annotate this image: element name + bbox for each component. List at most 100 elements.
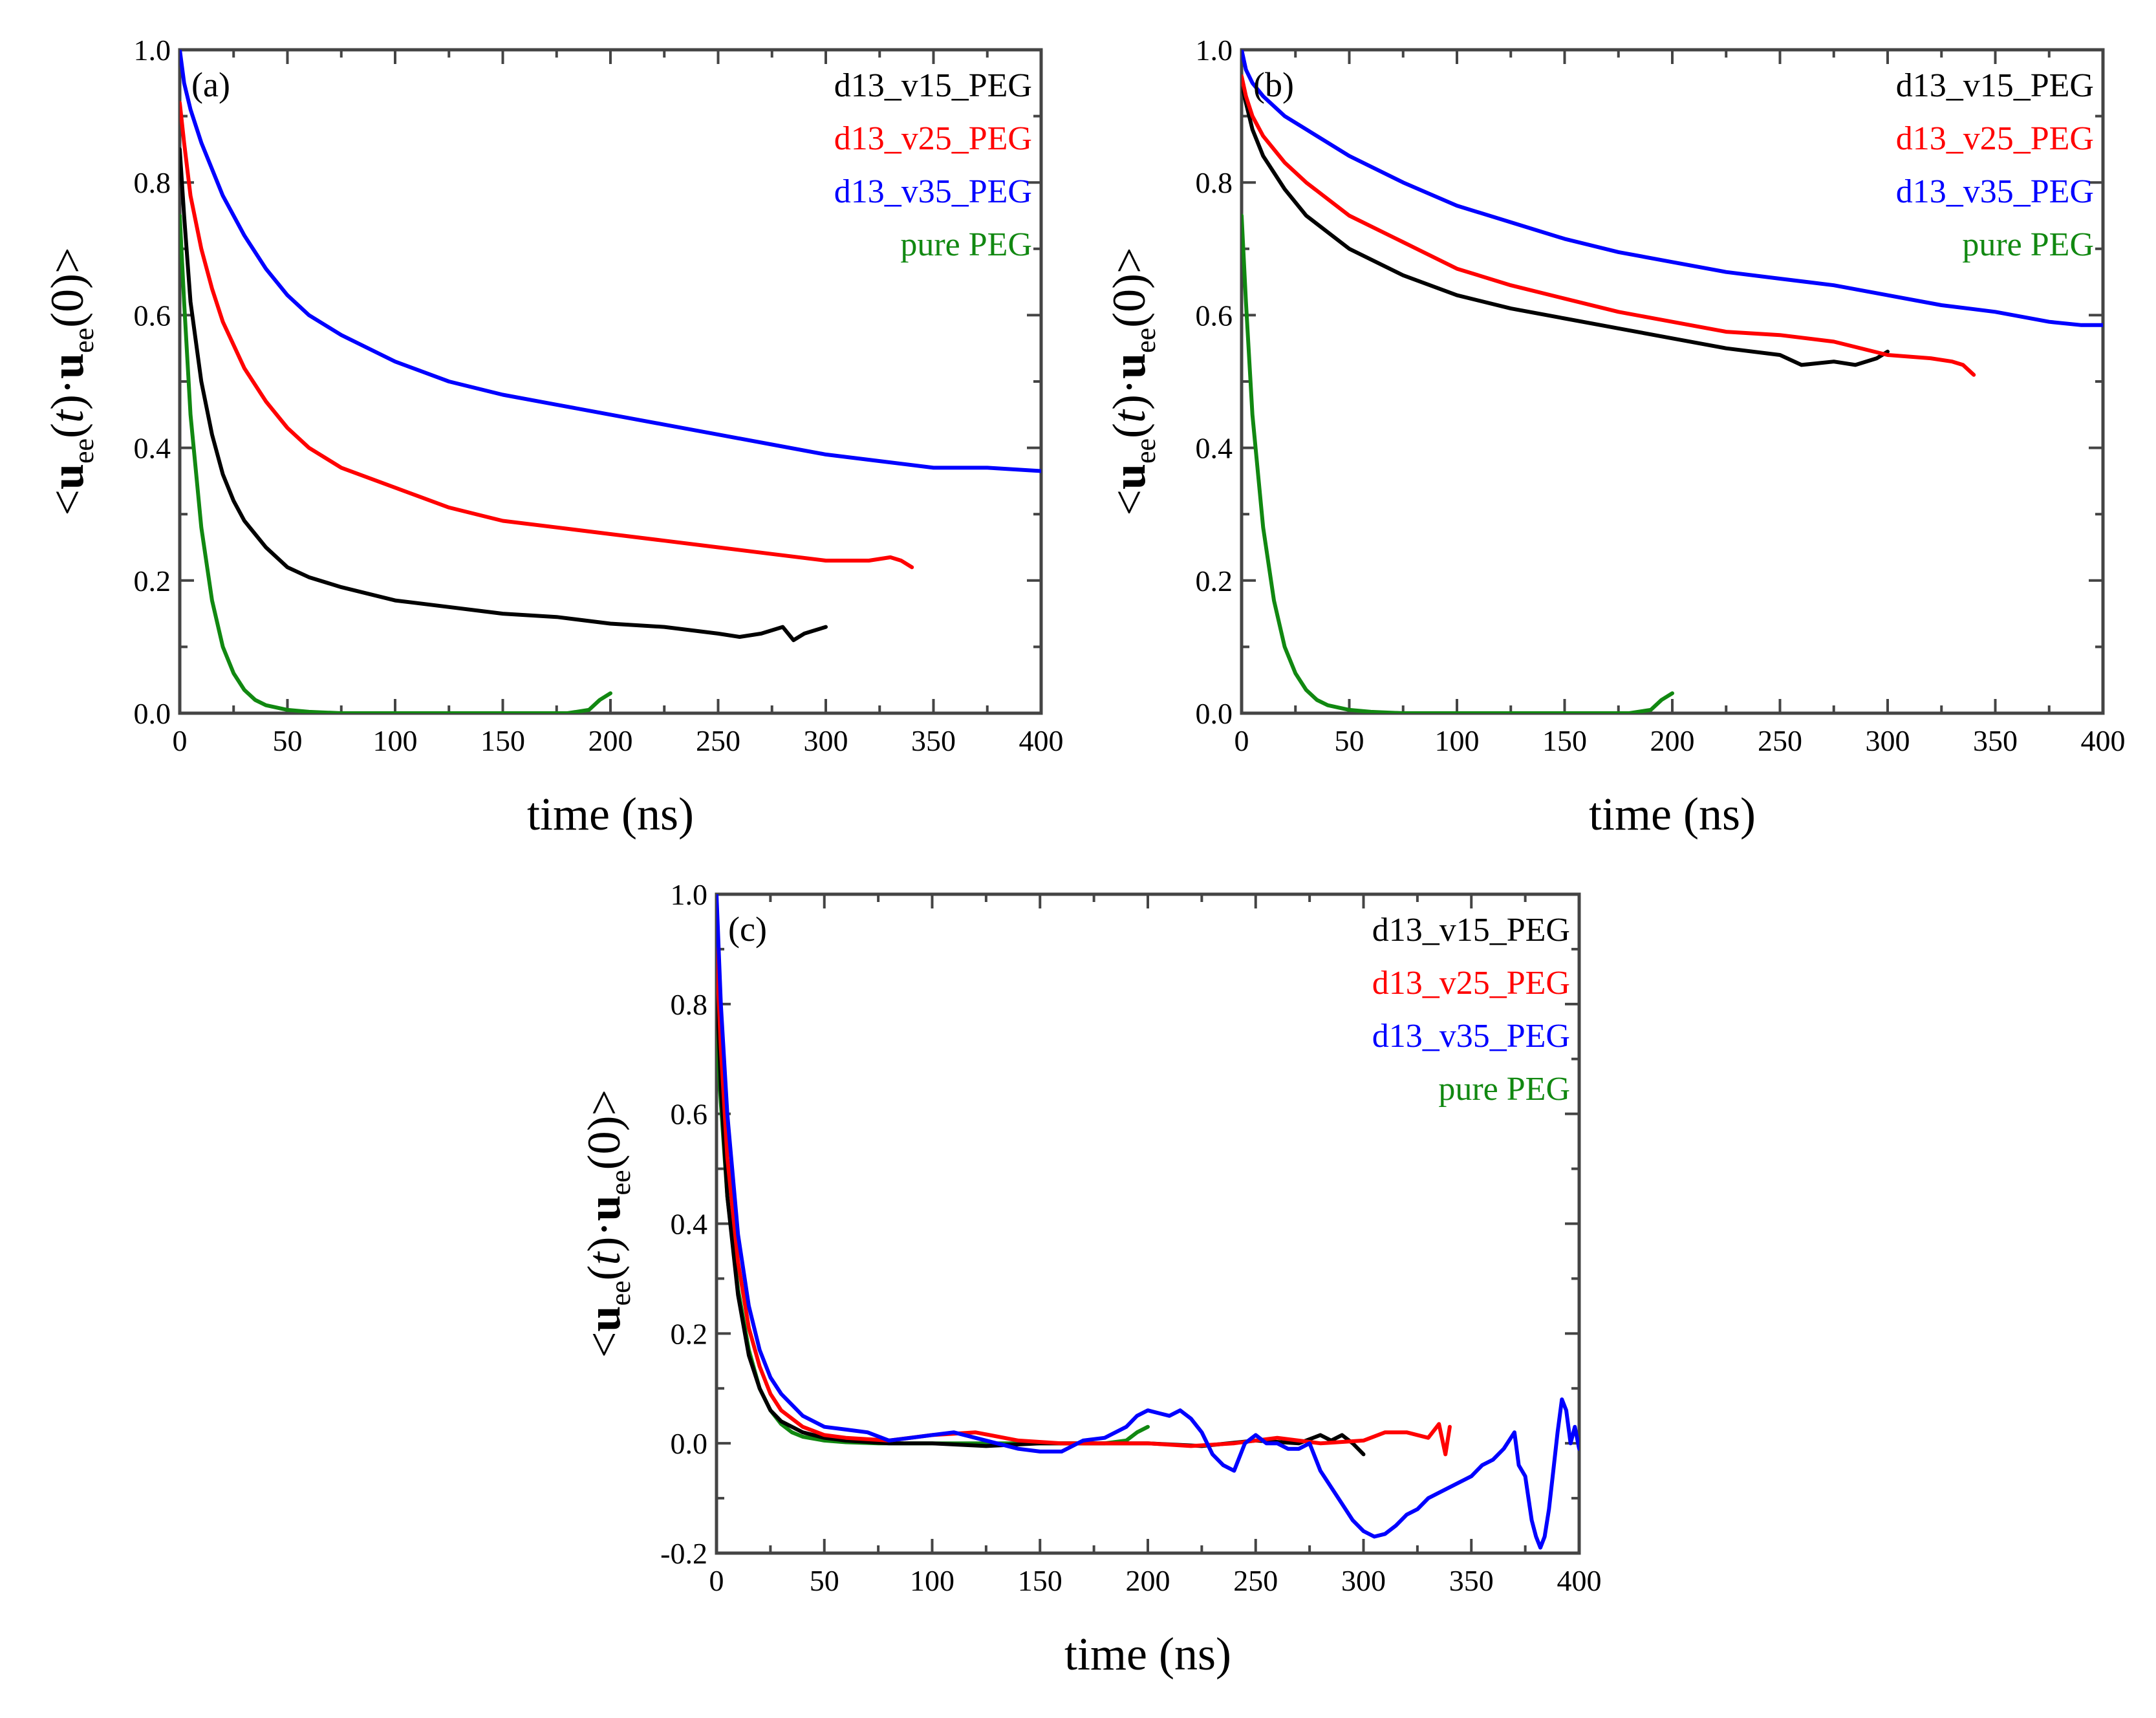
chart-1-y-axis-title-part: ee bbox=[1130, 438, 1161, 464]
chart-0-x-tick-label: 100 bbox=[373, 724, 418, 757]
chart-0-x-tick-label: 250 bbox=[696, 724, 740, 757]
chart-1-y-tick-label: 0.4 bbox=[1196, 432, 1233, 465]
chart-0-legend-entry: pure PEG bbox=[900, 226, 1032, 263]
chart-1-y-axis-title-part: u bbox=[1103, 464, 1155, 489]
chart-2-y-tick-label: 0.0 bbox=[671, 1427, 708, 1460]
chart-1-y-axis-title-part: < bbox=[1103, 489, 1155, 516]
chart-2-legend-entry: d13_v25_PEG bbox=[1372, 965, 1570, 1002]
chart-0-x-tick-label: 50 bbox=[273, 724, 303, 757]
chart-1-y-tick-label: 0.6 bbox=[1196, 299, 1233, 332]
chart-2-series-d13_v15_peg-line bbox=[717, 974, 1366, 1457]
chart-2-legend-entry: d13_v35_PEG bbox=[1372, 1018, 1570, 1055]
chart-2-y-axis-title: <uee(t)·uee(0)> bbox=[578, 1090, 636, 1358]
chart-2-x-tick-label: 50 bbox=[810, 1564, 839, 1597]
panel-a: 0 50 100 150 200 250 300 350 400 0.0 0.2 0.4 0.6 0.8 1… bbox=[41, 34, 1064, 840]
chart-2-series-d13_v25_peg-line bbox=[717, 947, 1452, 1457]
chart-2-y-axis-title-part: ee bbox=[605, 1170, 636, 1195]
chart-2-y-axis-title-part: (0)> bbox=[578, 1090, 630, 1170]
chart-1-y-axis-title-part: ( bbox=[1103, 423, 1155, 438]
chart-1-y-axis-title-part: )· bbox=[1103, 379, 1155, 410]
chart-2-series-pure-peg-line bbox=[717, 1029, 1150, 1446]
chart-1-legend-entry: pure PEG bbox=[1962, 226, 2094, 263]
chart-2-y-tick-label: 0.4 bbox=[671, 1208, 708, 1241]
chart-0-x-tick-label: 300 bbox=[804, 724, 848, 757]
chart-0-legend-entry: d13_v15_PEG bbox=[834, 67, 1032, 104]
chart-1-x-tick-label: 400 bbox=[2081, 724, 2126, 757]
chart-2-legend-entry: d13_v15_PEG bbox=[1372, 912, 1570, 949]
chart-1-series-d13_v15_peg-line bbox=[1242, 81, 1890, 367]
chart-1-legend-entry: d13_v25_PEG bbox=[1896, 120, 2094, 157]
chart-0-x-tick-label: 400 bbox=[1019, 724, 1064, 757]
chart-2-y-tick-label: 0.8 bbox=[671, 988, 708, 1021]
chart-2-y-axis-title-part: u bbox=[578, 1306, 630, 1332]
chart-1-series-d13_v25_peg-line bbox=[1242, 74, 1976, 377]
chart-2-x-tick-label: 0 bbox=[709, 1564, 724, 1597]
chart-1-x-axis-title: time (ns) bbox=[1589, 788, 1756, 840]
chart-0-series-pure-peg-line bbox=[180, 213, 612, 713]
chart-2-x-tick-label: 400 bbox=[1557, 1564, 1602, 1597]
panel-c: 0 50 100 150 200 250 300 350 400 -0.2 0.0 0.2 0.4 0.6… bbox=[578, 878, 1602, 1680]
chart-0-series-d13_v15_peg-line bbox=[180, 147, 828, 643]
chart-2-x-axis-title: time (ns) bbox=[1064, 1628, 1231, 1680]
panel-b: 0 50 100 150 200 250 300 350 400 0.0 0.2 0.4 0.6 0.8 1… bbox=[1103, 34, 2126, 840]
chart-1-x-tick-label: 300 bbox=[1866, 724, 1910, 757]
chart-1-x-tick-label: 250 bbox=[1758, 724, 1802, 757]
chart-0-y-axis-title-part: (0)> bbox=[41, 247, 93, 328]
chart-2-y-tick-label: 0.2 bbox=[671, 1317, 708, 1350]
chart-0-panel-label: (a) bbox=[191, 65, 230, 104]
chart-0-y-axis-title-part: < bbox=[41, 489, 93, 516]
chart-1-y-axis-title-part: (0)> bbox=[1103, 247, 1155, 328]
chart-2-x-tick-label: 300 bbox=[1341, 1564, 1386, 1597]
chart-0-y-axis-title-part: ee bbox=[68, 328, 100, 353]
chart-2-y-axis-title-part: u bbox=[578, 1195, 630, 1221]
chart-0-y-tick-label: 0.4 bbox=[134, 432, 171, 465]
chart-0-legend-entry: d13_v35_PEG bbox=[834, 173, 1032, 210]
chart-0-x-tick-label: 200 bbox=[588, 724, 633, 757]
chart-0-y-axis-title: <uee(t)·uee(0)> bbox=[41, 247, 100, 515]
chart-1-x-tick-label: 100 bbox=[1435, 724, 1480, 757]
chart-1-series-d13_v35_peg-line bbox=[1242, 50, 2103, 327]
chart-1-y-axis-title: <uee(t)·uee(0)> bbox=[1103, 247, 1161, 515]
chart-2-x-tick-label: 350 bbox=[1449, 1564, 1494, 1597]
chart-0-series-d13_v25_peg-line bbox=[180, 101, 914, 570]
chart-2-x-tick-label: 250 bbox=[1233, 1564, 1278, 1597]
chart-2-y-tick-label: -0.2 bbox=[660, 1537, 707, 1570]
chart-0-y-tick-label: 0.0 bbox=[134, 697, 171, 730]
chart-2-y-tick-label: 1.0 bbox=[671, 878, 708, 911]
chart-2-y-tick-label: 0.6 bbox=[671, 1098, 708, 1131]
chart-2-y-axis-title-part: ee bbox=[605, 1280, 636, 1305]
chart-1-legend-entry: d13_v15_PEG bbox=[1896, 67, 2094, 104]
chart-1-y-tick-label: 1.0 bbox=[1196, 34, 1233, 67]
chart-0-series-group bbox=[180, 50, 1041, 713]
chart-1-y-tick-label: 0.8 bbox=[1196, 166, 1233, 199]
chart-1-x-tick-label: 350 bbox=[1973, 724, 2018, 757]
chart-0-x-tick-label: 0 bbox=[173, 724, 188, 757]
chart-1-x-tick-label: 200 bbox=[1650, 724, 1695, 757]
chart-0-x-tick-label: 150 bbox=[480, 724, 525, 757]
chart-1-y-tick-label: 0.2 bbox=[1196, 564, 1233, 597]
chart-2-y-axis-title-part: ( bbox=[578, 1265, 630, 1280]
chart-2-panel-label: (c) bbox=[728, 910, 767, 949]
chart-2-y-axis-title-part: )· bbox=[578, 1221, 630, 1252]
chart-0-y-tick-label: 0.8 bbox=[134, 166, 171, 199]
chart-0-x-axis-title: time (ns) bbox=[527, 788, 694, 840]
chart-1-y-axis-title-part: u bbox=[1103, 353, 1155, 379]
chart-2-series-d13_v35_peg-line bbox=[717, 894, 1579, 1550]
chart-0-y-axis-title-part: t bbox=[41, 409, 93, 423]
chart-2-x-tick-label: 100 bbox=[910, 1564, 954, 1597]
chart-1-y-axis-title-part: ee bbox=[1130, 328, 1161, 353]
chart-2-y-axis-title-part: < bbox=[578, 1332, 630, 1358]
chart-1-series-group bbox=[1242, 50, 2103, 713]
chart-2-x-tick-label: 200 bbox=[1126, 1564, 1170, 1597]
chart-0-legend-entry: d13_v25_PEG bbox=[834, 120, 1032, 157]
chart-0-y-axis-title-part: ee bbox=[68, 438, 100, 464]
chart-2-y-axis-title-part: t bbox=[578, 1251, 630, 1265]
chart-0-series-d13_v35_peg-line bbox=[180, 50, 1041, 473]
chart-0-x-tick-label: 350 bbox=[911, 724, 956, 757]
chart-0-y-axis-title-part: )· bbox=[41, 379, 93, 410]
chart-1-series-pure-peg-line bbox=[1242, 213, 1674, 713]
chart-1-x-tick-label: 0 bbox=[1234, 724, 1249, 757]
chart-0-y-axis-title-part: u bbox=[41, 464, 93, 489]
chart-1-y-tick-label: 0.0 bbox=[1196, 697, 1233, 730]
chart-0-y-tick-label: 0.6 bbox=[134, 299, 171, 332]
